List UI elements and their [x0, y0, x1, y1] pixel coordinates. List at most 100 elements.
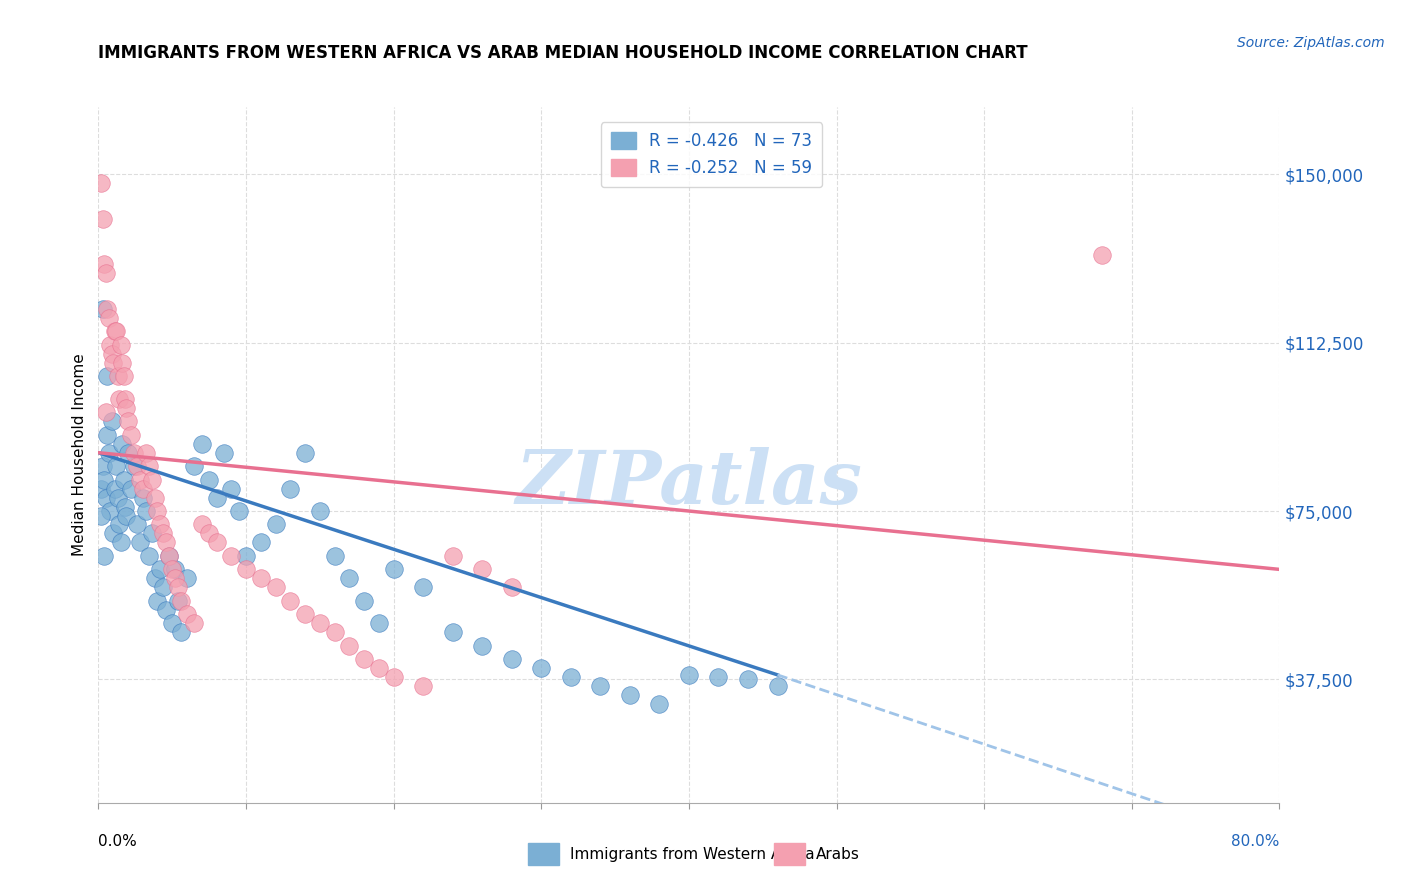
Point [110, 338, 132, 352]
Point [117, 414, 139, 428]
Point [294, 445, 316, 459]
Point [191, 436, 214, 450]
Point [323, 549, 346, 563]
Point [337, 639, 360, 653]
Point [141, 526, 163, 541]
Text: ZIPatlas: ZIPatlas [516, 447, 862, 519]
Point [191, 517, 214, 532]
Point [205, 491, 228, 505]
Point [235, 549, 257, 563]
Point [138, 459, 160, 474]
Point [165, 571, 187, 585]
Point [235, 562, 257, 576]
Point [149, 517, 172, 532]
Point [93, 549, 115, 563]
Point [170, 625, 193, 640]
Point [278, 594, 302, 608]
Point [294, 607, 316, 622]
Point [152, 526, 174, 541]
Point [93, 473, 115, 487]
Point [441, 549, 464, 563]
Point [93, 257, 115, 271]
Point [501, 652, 523, 666]
Point [250, 535, 273, 549]
Point [91, 212, 114, 227]
Point [737, 673, 759, 687]
Point [112, 473, 135, 487]
Point [125, 459, 148, 474]
Point [183, 616, 205, 631]
Point [94, 266, 117, 280]
Point [143, 491, 166, 505]
Point [90, 508, 112, 523]
Point [94, 405, 117, 419]
Point [589, 679, 612, 693]
Point [707, 670, 730, 684]
Point [143, 571, 166, 585]
Point [120, 482, 142, 496]
Point [97, 311, 120, 326]
Point [107, 491, 129, 505]
Point [530, 661, 553, 675]
Point [176, 571, 198, 585]
Text: Source: ZipAtlas.com: Source: ZipAtlas.com [1237, 36, 1385, 50]
Point [228, 504, 250, 518]
Point [108, 392, 131, 406]
Point [167, 580, 190, 594]
Legend: R = -0.426   N = 73, R = -0.252   N = 59: R = -0.426 N = 73, R = -0.252 N = 59 [600, 122, 823, 187]
Point [648, 697, 671, 711]
Point [162, 562, 183, 576]
Point [125, 517, 148, 532]
Point [353, 594, 375, 608]
Point [309, 616, 332, 631]
Point [212, 445, 235, 459]
Point [97, 445, 120, 459]
Point [128, 535, 150, 549]
Point [155, 603, 177, 617]
Point [264, 580, 287, 594]
Text: Arabs: Arabs [815, 847, 860, 862]
Point [115, 401, 138, 415]
Point [441, 625, 464, 640]
Point [219, 549, 242, 563]
Point [114, 392, 136, 406]
Point [198, 526, 221, 541]
Point [501, 580, 523, 594]
Point [91, 459, 114, 474]
Point [278, 482, 302, 496]
Point [170, 594, 193, 608]
Point [122, 459, 145, 474]
Point [471, 562, 494, 576]
Point [219, 482, 242, 496]
Point [103, 356, 125, 370]
Point [103, 526, 125, 541]
Point [105, 325, 128, 339]
Point [110, 535, 132, 549]
Point [105, 459, 128, 474]
Text: 0.0%: 0.0% [98, 834, 138, 849]
Point [96, 427, 118, 442]
Y-axis label: Median Household Income: Median Household Income [72, 353, 87, 557]
Point [337, 571, 360, 585]
Point [115, 508, 138, 523]
Point [412, 580, 434, 594]
Point [353, 652, 375, 666]
Point [122, 445, 145, 459]
Point [100, 414, 122, 428]
Point [382, 562, 405, 576]
Point [471, 639, 494, 653]
Point [183, 459, 205, 474]
Point [128, 473, 150, 487]
Point [382, 670, 405, 684]
Point [104, 482, 127, 496]
Point [250, 571, 273, 585]
Point [205, 535, 228, 549]
Point [120, 427, 142, 442]
Point [162, 616, 183, 631]
Point [167, 594, 190, 608]
Point [678, 668, 700, 682]
Point [412, 679, 434, 693]
Point [135, 445, 157, 459]
Point [157, 549, 180, 563]
Point [107, 369, 129, 384]
